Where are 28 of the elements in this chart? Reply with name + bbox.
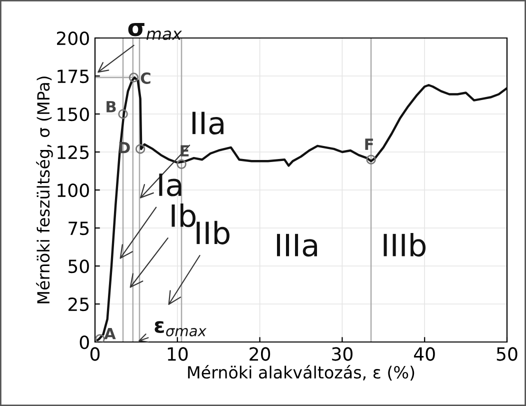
annotation: A bbox=[104, 328, 116, 340]
y-tick-label: 0 bbox=[80, 335, 89, 350]
y-tick-label: 100 bbox=[58, 183, 89, 198]
x-tick-label: 20 bbox=[250, 347, 270, 361]
annotation: IIb bbox=[196, 220, 230, 244]
annotation: Ib bbox=[172, 204, 196, 228]
x-tick-label: 0 bbox=[90, 347, 100, 361]
y-tick-label: 50 bbox=[68, 259, 89, 274]
annotation: C bbox=[140, 72, 150, 84]
y-tick-label: 125 bbox=[58, 145, 89, 160]
y-tick-label: 175 bbox=[58, 70, 89, 84]
x-tick-label: 50 bbox=[496, 347, 518, 361]
y-tick-label: 25 bbox=[68, 297, 89, 312]
annotation: B bbox=[106, 101, 116, 112]
annotation: IIIb bbox=[384, 232, 426, 257]
y-tick-label: 75 bbox=[68, 222, 89, 236]
annotation: F bbox=[365, 138, 373, 150]
x-tick-label: 10 bbox=[168, 347, 188, 361]
annotation: Ia bbox=[159, 174, 182, 196]
x-axis-title: Mérnöki alakváltozás, ε (%) bbox=[188, 365, 414, 381]
x-tick-label: 40 bbox=[414, 347, 435, 361]
annotation: IIa bbox=[192, 112, 224, 135]
y-tick-label: 200 bbox=[57, 31, 89, 46]
y-axis-title: Mérnöki feszültség, σ (MPa) bbox=[36, 76, 53, 304]
annotation: IIIa bbox=[276, 234, 317, 257]
y-tick-label: 150 bbox=[58, 107, 89, 122]
x-tick-label: 30 bbox=[332, 347, 352, 361]
annotation: ε$_{σmax}$ bbox=[154, 321, 207, 336]
